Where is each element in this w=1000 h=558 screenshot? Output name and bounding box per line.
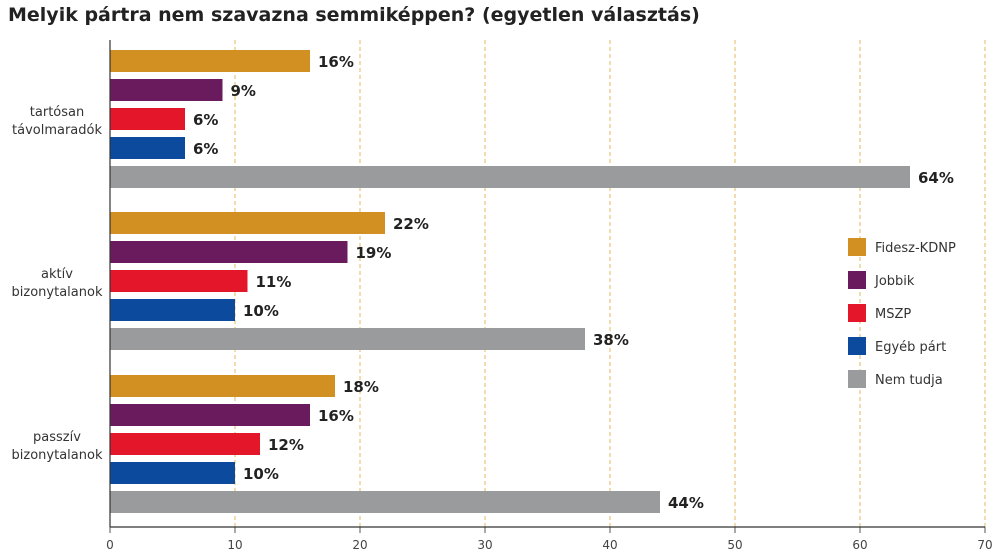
legend-swatch [848,304,866,322]
category-label: tartósan [30,105,84,120]
legend-label: MSZP [875,307,911,322]
bar-value-label: 9% [231,82,256,100]
bar-value-label: 11% [256,273,292,291]
category-label: passzív [33,430,81,445]
x-tick-label: 60 [852,538,867,552]
gridlines [234,40,986,527]
bar-value-label: 12% [268,436,304,454]
bar [110,491,660,513]
legend: Fidesz-KDNP Jobbik MSZP Egyéb párt Nem tudja [848,238,956,388]
bar [110,328,585,350]
category-label: aktív [41,267,73,282]
x-tick-label: 30 [477,538,492,552]
legend-label: Jobbik [874,274,915,289]
bar-value-label: 38% [593,331,629,349]
bar-value-label: 44% [668,494,704,512]
legend-label: Nem tudja [875,373,943,388]
x-tick-label: 0 [106,538,114,552]
axes: 0 10 20 30 40 50 60 70 tartósan távolmaradók aktív… [12,40,993,552]
bar [110,108,185,130]
bar [110,166,910,188]
bar [110,270,248,292]
bar [110,241,348,263]
bar-value-label: 10% [243,465,279,483]
bar-value-label: 10% [243,302,279,320]
chart-title: Melyik pártra nem szavazna semmiképpen? … [8,4,700,26]
bar [110,137,185,159]
legend-label: Fidesz-KDNP [875,241,956,256]
bar [110,462,235,484]
bar-value-label: 64% [918,169,954,187]
category-label: bizonytalanok [12,448,103,463]
bar [110,212,385,234]
category-label: távolmaradók [12,123,102,138]
category-label: bizonytalanok [12,285,103,300]
x-tick-label: 40 [602,538,617,552]
legend-swatch [848,370,866,388]
bar-value-label: 6% [193,111,218,129]
bar-value-label: 6% [193,140,218,158]
bar-value-label: 19% [356,244,392,262]
bar-value-label: 16% [318,407,354,425]
bars: 16% 9% 6% 6% 64% 22%19% 11% 10% 38% 18% 16% 12% 10% 4… [110,50,954,513]
x-tick-label: 50 [727,538,742,552]
bar [110,375,335,397]
bar [110,79,223,101]
legend-label: Egyéb párt [875,340,946,355]
bar-value-label: 22% [393,215,429,233]
legend-swatch [848,271,866,289]
bar [110,50,310,72]
x-tick-label: 20 [352,538,367,552]
bar [110,404,310,426]
bar [110,433,260,455]
bar [110,299,235,321]
bar-value-label: 16% [318,53,354,71]
legend-swatch [848,238,866,256]
legend-swatch [848,337,866,355]
x-tick-label: 10 [227,538,242,552]
bar-value-label: 18% [343,378,379,396]
x-tick-label: 70 [977,538,992,552]
